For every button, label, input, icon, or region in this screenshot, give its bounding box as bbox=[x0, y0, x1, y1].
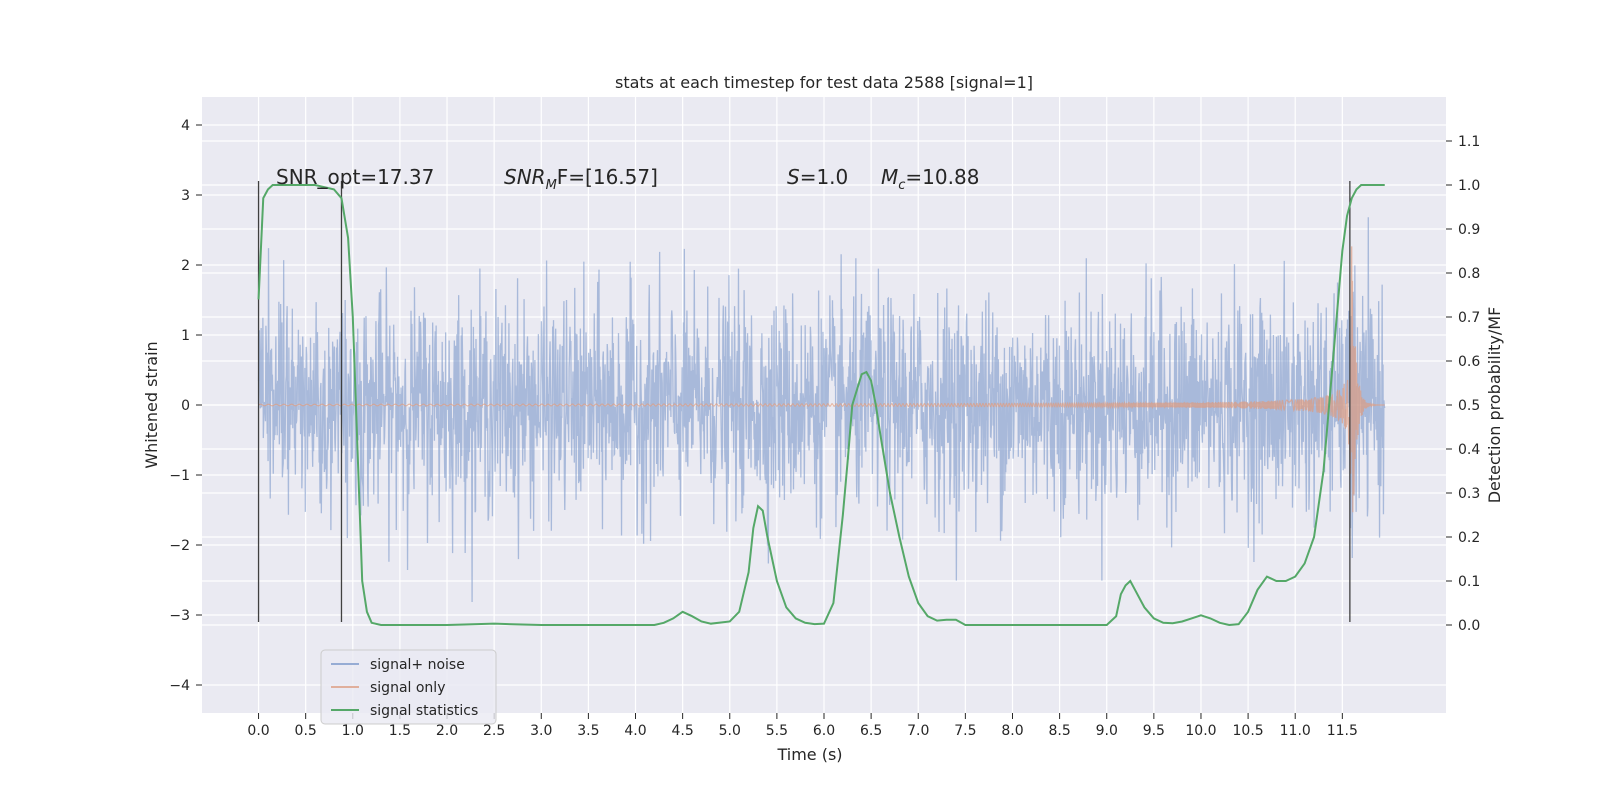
x-tick-label: 6.5 bbox=[860, 723, 882, 739]
y2-tick-label: 0.9 bbox=[1458, 222, 1480, 238]
annotation-snr-mf-value: F=[16.57] bbox=[557, 165, 658, 189]
x-tick-label: 6.0 bbox=[813, 723, 835, 739]
series-signal-plus-noise bbox=[257, 217, 1386, 602]
y-tick-label: 2 bbox=[181, 258, 190, 274]
annotation-mc-symbol: M bbox=[881, 165, 898, 189]
series-signal-statistics bbox=[257, 184, 1385, 627]
annotation-snr-opt: SNR_opt=17.37 bbox=[276, 165, 434, 189]
x-tick-label: 10.5 bbox=[1233, 723, 1264, 739]
annotation-mc-subscript: c bbox=[898, 178, 905, 193]
y-tick-label: −1 bbox=[169, 468, 190, 484]
y-tick-label: 3 bbox=[181, 188, 190, 204]
chart-title: stats at each timestep for test data 258… bbox=[615, 73, 1033, 92]
x-tick-label: 9.5 bbox=[1143, 723, 1165, 739]
y2-tick-label: 0.3 bbox=[1458, 486, 1480, 502]
y-tick-label: −2 bbox=[169, 538, 190, 554]
x-tick-label: 7.5 bbox=[954, 723, 976, 739]
x-tick-label: 8.0 bbox=[1001, 723, 1023, 739]
annotation-s-symbol: S bbox=[787, 165, 800, 189]
legend-label-noise: signal+ noise bbox=[370, 657, 465, 673]
legend-label-stats: signal statistics bbox=[370, 703, 478, 719]
annotation-snr-mf: SNRMF=[16.57] bbox=[504, 165, 658, 193]
y2-tick-label: 0.1 bbox=[1458, 574, 1480, 590]
y2-tick-label: 1.1 bbox=[1458, 134, 1480, 150]
y-tick-label: 0 bbox=[181, 398, 190, 414]
y2-tick-label: 0.5 bbox=[1458, 398, 1480, 414]
annotation-snr-mf-symbol: SNR bbox=[504, 165, 546, 189]
y2-tick-label: 0.8 bbox=[1458, 266, 1480, 282]
x-tick-label: 11.0 bbox=[1280, 723, 1311, 739]
y2-tick-label: 0.2 bbox=[1458, 530, 1480, 546]
x-tick-label: 5.0 bbox=[719, 723, 741, 739]
marker-lines bbox=[257, 181, 1351, 622]
series-signal-only bbox=[258, 246, 1385, 513]
annotation-mc: Mc=10.88 bbox=[881, 165, 979, 193]
x-tick-label: 10.0 bbox=[1185, 723, 1216, 739]
y2-tick-label: 0.0 bbox=[1458, 618, 1480, 634]
x-tick-label: 0.5 bbox=[295, 723, 317, 739]
x-tick-label: 3.0 bbox=[530, 723, 552, 739]
x-tick-label: 1.5 bbox=[389, 723, 411, 739]
x-tick-label: 8.5 bbox=[1048, 723, 1070, 739]
x-tick-label: 3.5 bbox=[577, 723, 599, 739]
annotation-snr-mf-subscript: M bbox=[546, 178, 557, 193]
x-tick-label: 2.0 bbox=[436, 723, 458, 739]
y2-tick-label: 0.7 bbox=[1458, 310, 1480, 326]
x-tick-label: 5.5 bbox=[766, 723, 788, 739]
legend-box bbox=[320, 649, 497, 725]
legend-label-signal: signal only bbox=[370, 680, 445, 696]
y-tick-label: 1 bbox=[181, 328, 190, 344]
x-tick-label: 9.0 bbox=[1096, 723, 1118, 739]
x-tick-label: 7.0 bbox=[907, 723, 929, 739]
x-tick-label: 4.0 bbox=[624, 723, 646, 739]
x-axis-ticks: 0.0 0.5 1.0 1.5 2.0 2.5 3.0 3.5 4.0 4.5 5.0 5.5 6.0 6… bbox=[247, 713, 1358, 739]
y-axis-label: Whitened strain bbox=[142, 341, 161, 468]
y-axis-ticks: 4 3 2 1 0 −1 −2 −3 −4 bbox=[169, 118, 202, 694]
y2-tick-label: 0.4 bbox=[1458, 442, 1480, 458]
y2-tick-label: 1.0 bbox=[1458, 178, 1480, 194]
y-tick-label: 4 bbox=[181, 118, 190, 134]
annotation-mc-value: =10.88 bbox=[905, 165, 979, 189]
plot-content bbox=[257, 181, 1386, 627]
legend: signal+ noise signal only signal statist… bbox=[320, 649, 497, 725]
y2-axis-label: Detection probability/MF bbox=[1485, 307, 1504, 504]
y2-axis-ticks: 1.1 1.0 0.9 0.8 0.7 0.6 0.5 0.4 0.3 0.2 0.1 0.0 bbox=[1446, 134, 1480, 634]
x-tick-label: 0.0 bbox=[247, 723, 269, 739]
y2-tick-label: 0.6 bbox=[1458, 354, 1480, 370]
annotation-s: S=1.0 bbox=[787, 165, 848, 189]
x-tick-label: 4.5 bbox=[672, 723, 694, 739]
annotation-s-value: =1.0 bbox=[800, 165, 849, 189]
x-axis-label: Time (s) bbox=[776, 745, 842, 764]
x-tick-label: 1.0 bbox=[342, 723, 364, 739]
x-tick-label: 2.5 bbox=[483, 723, 505, 739]
y-tick-label: −3 bbox=[169, 608, 190, 624]
y-tick-label: −4 bbox=[169, 678, 190, 694]
x-tick-label: 11.5 bbox=[1327, 723, 1358, 739]
